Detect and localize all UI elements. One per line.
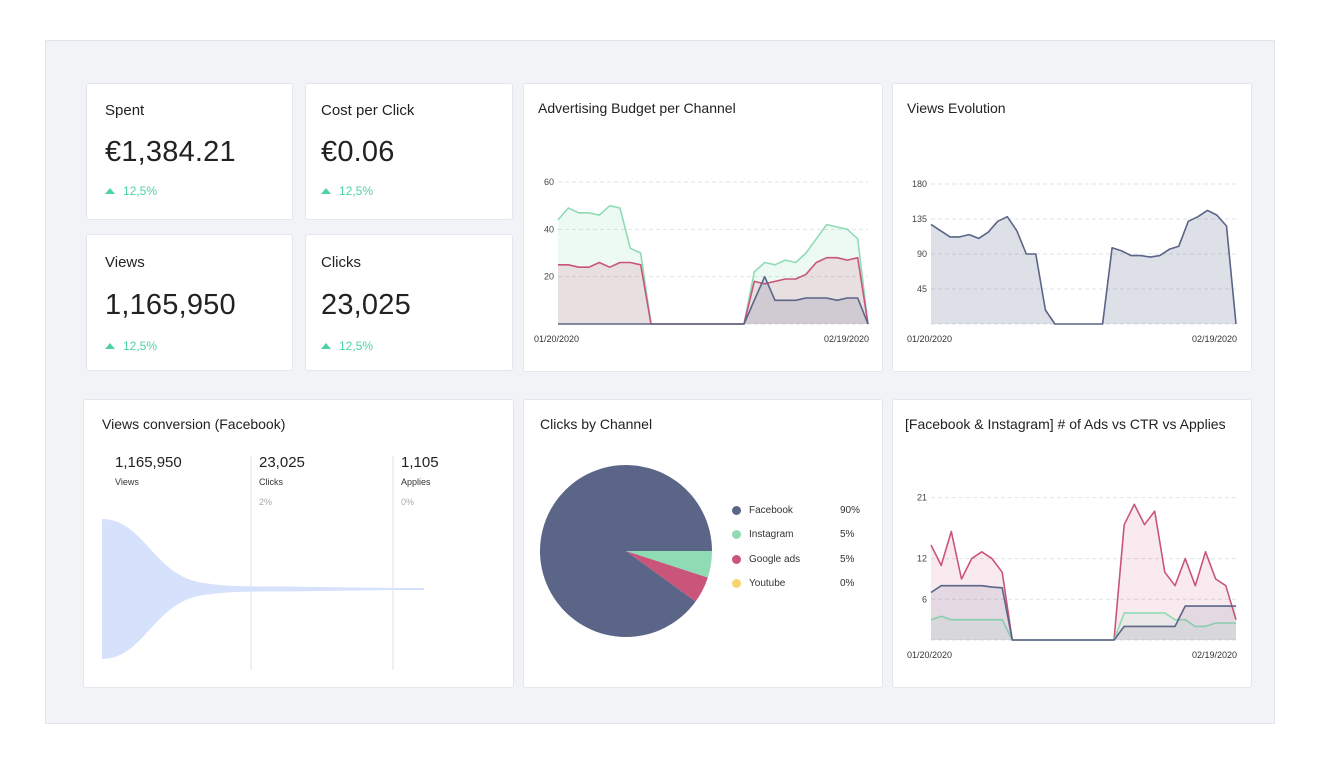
kpi-delta: 12,5% (321, 339, 373, 353)
x-tick-label: 01/20/2020 (907, 334, 952, 344)
funnel-stage-applies: 1,105 Applies 0% (401, 454, 439, 507)
legend-item-google-ads[interactable]: Google ads 5% (732, 547, 862, 572)
funnel-stage-clicks: 23,025 Clicks 2% (259, 454, 305, 507)
kpi-card-clicks[interactable]: Clicks 23,025 12,5% (305, 234, 513, 371)
trend-up-icon (321, 188, 331, 194)
kpi-delta-value: 12,5% (123, 339, 158, 353)
kpi-value: 23,025 (321, 289, 411, 321)
y-tick-label: 6 (922, 594, 927, 604)
kpi-delta: 12,5% (321, 184, 373, 198)
funnel-stage-value: 23,025 (259, 454, 305, 471)
pie-legend: Facebook 90% Instagram 5% Google ads 5% … (732, 498, 862, 596)
legend-dot (732, 554, 741, 564)
x-tick-label: 01/20/2020 (907, 650, 952, 660)
y-tick-label: 45 (917, 284, 927, 294)
kpi-title: Clicks (321, 254, 361, 271)
funnel-stage-pct: 2% (259, 497, 273, 507)
legend-item-youtube[interactable]: Youtube 0% (732, 572, 862, 597)
chart-title: Views conversion (Facebook) (102, 416, 286, 432)
series-line (930, 209, 1237, 325)
legend-dot (732, 579, 741, 589)
chart-title: Advertising Budget per Channel (538, 100, 736, 116)
y-tick-label: 135 (912, 214, 927, 224)
legend-label: Facebook (749, 504, 793, 516)
legend-item-facebook[interactable]: Facebook 90% (732, 498, 862, 523)
chart-title: Clicks by Channel (540, 416, 653, 432)
clicks-pie-card: Clicks by Channel Facebook 90% Instagram… (523, 399, 883, 688)
series-area (931, 504, 1236, 640)
x-tick-label: 02/19/2020 (1192, 334, 1237, 344)
y-tick-label: 40 (544, 224, 554, 234)
budget-area-chart: 20 40 60 01/20/2020 02/19/2020 (534, 177, 869, 344)
funnel-stage-label: Clicks (259, 477, 283, 487)
views-chart-card: Views Evolution 45 90 135 180 01/20/2020 02/1… (892, 83, 1252, 372)
kpi-title: Spent (105, 102, 145, 119)
legend-label: Youtube (749, 578, 786, 590)
legend-item-instagram[interactable]: Instagram 5% (732, 523, 862, 548)
y-tick-label: 21 (917, 493, 927, 503)
series-area (558, 257, 868, 324)
pie-slice-google-ads (626, 551, 708, 602)
legend-pct: 5% (840, 553, 855, 565)
y-tick-label: 12 (917, 554, 927, 564)
x-tick-label: 02/19/2020 (824, 334, 869, 344)
series-line (558, 275, 869, 325)
funnel-stage-value: 1,165,950 (115, 454, 182, 471)
legend-label: Google ads (749, 553, 801, 565)
series-line (930, 584, 1236, 641)
budget-chart-card: Advertising Budget per Channel 20 40 60 01/… (523, 83, 883, 372)
y-tick-label: 20 (544, 272, 554, 282)
clicks-pie-chart (540, 465, 712, 638)
chart-title: Views Evolution (907, 100, 1006, 116)
ads-ctr-chart-card: [Facebook & Instagram] # of Ads vs CTR v… (892, 399, 1252, 688)
dashboard-frame: Spent €1,384.21 12,5% Cost per Click €0.… (45, 40, 1275, 724)
series-area (558, 205, 868, 324)
funnel-chart-card: Views conversion (Facebook) 1,165,950 Vi… (83, 399, 514, 688)
legend-dot (732, 505, 741, 515)
views-area-chart: 45 90 135 180 01/20/2020 02/19/2020 (907, 179, 1237, 344)
kpi-title: Views (105, 254, 145, 271)
kpi-card-views[interactable]: Views 1,165,950 12,5% (86, 234, 293, 371)
trend-up-icon (105, 343, 115, 349)
y-tick-label: 60 (544, 177, 554, 187)
trend-up-icon (321, 343, 331, 349)
x-tick-label: 02/19/2020 (1192, 650, 1237, 660)
legend-pct: 0% (840, 578, 855, 590)
kpi-card-spent[interactable]: Spent €1,384.21 12,5% (86, 83, 293, 220)
kpi-value: €0.06 (321, 136, 395, 168)
pie-slice-facebook (540, 465, 712, 638)
kpi-card-cost-per-click[interactable]: Cost per Click €0.06 12,5% (305, 83, 513, 220)
x-tick-label: 01/20/2020 (534, 334, 579, 344)
legend-pct: 5% (840, 529, 855, 541)
kpi-value: €1,384.21 (105, 136, 236, 168)
series-area (931, 612, 1236, 640)
kpi-delta: 12,5% (105, 184, 157, 198)
y-tick-label: 90 (917, 249, 927, 259)
kpi-delta-value: 12,5% (123, 184, 158, 198)
series-area (931, 210, 1236, 324)
funnel-stage-value: 1,105 (401, 454, 439, 471)
kpi-title: Cost per Click (321, 102, 415, 119)
legend-label: Instagram (749, 529, 794, 541)
trend-up-icon (105, 188, 115, 194)
funnel-chart (102, 456, 424, 670)
kpi-delta: 12,5% (105, 339, 157, 353)
legend-pct: 90% (840, 504, 861, 516)
kpi-value: 1,165,950 (105, 289, 236, 321)
funnel-stage-views: 1,165,950 Views (115, 454, 182, 487)
kpi-delta-value: 12,5% (339, 184, 374, 198)
chart-title: [Facebook & Instagram] # of Ads vs CTR v… (905, 416, 1226, 432)
pie-slice-instagram (626, 551, 712, 578)
y-tick-label: 180 (912, 179, 927, 189)
kpi-delta-value: 12,5% (339, 339, 374, 353)
series-area (558, 276, 868, 324)
funnel-stage-label: Applies (401, 477, 431, 487)
funnel-stage-label: Views (115, 477, 139, 487)
legend-dot (732, 530, 741, 540)
funnel-shape (102, 519, 424, 659)
funnel-stage-pct: 0% (401, 497, 415, 507)
ads-ctr-line-chart: 6 12 21 01/20/2020 02/19/2020 (907, 493, 1237, 660)
